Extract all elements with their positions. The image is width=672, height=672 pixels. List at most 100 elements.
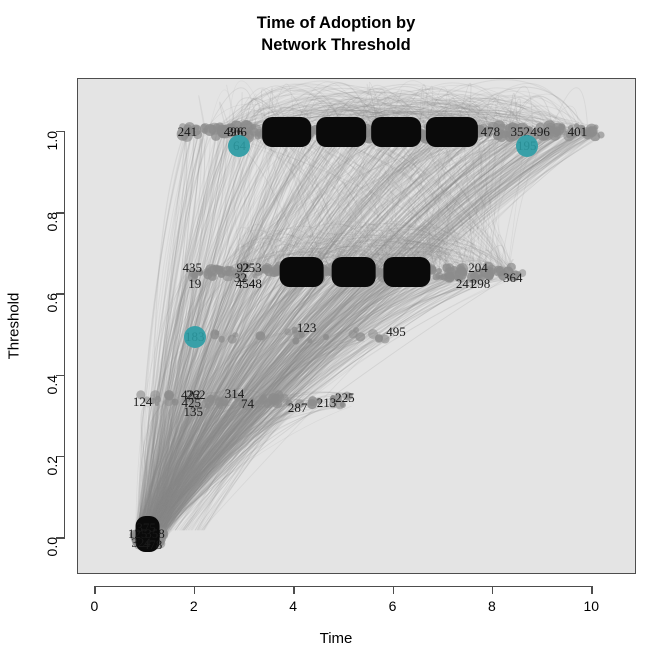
network-edge <box>151 134 593 547</box>
network-edge <box>144 276 234 544</box>
network-edge <box>152 129 225 546</box>
dense-label-cluster <box>279 257 324 288</box>
network-edge <box>157 135 359 532</box>
network-edge <box>159 271 351 537</box>
network-edge <box>157 277 315 536</box>
network-edge <box>151 128 589 541</box>
network-edge <box>141 275 367 543</box>
network-edge <box>142 126 350 544</box>
network-edge <box>136 271 418 534</box>
network-edge <box>152 124 368 534</box>
network-edge <box>135 138 203 539</box>
network-edge <box>147 130 340 537</box>
network-edge <box>136 402 209 535</box>
network-edge <box>151 273 366 545</box>
network-edge <box>146 124 504 538</box>
network-edge <box>156 272 474 545</box>
network-edge <box>152 135 347 536</box>
network-edge <box>154 132 340 537</box>
network-edge <box>145 136 462 535</box>
network-edge <box>158 135 438 538</box>
network-edge <box>142 129 388 534</box>
network-edge <box>147 126 563 535</box>
network-edge <box>154 135 329 532</box>
network-edge <box>155 265 193 533</box>
network-edge <box>135 340 232 543</box>
network-edge <box>148 137 413 537</box>
network-edge <box>136 137 396 541</box>
network-edge <box>138 264 258 546</box>
network-edge <box>156 267 286 536</box>
network-edge <box>137 131 227 532</box>
network-edge <box>154 130 581 541</box>
network-edge <box>138 128 573 539</box>
network-edge <box>134 135 491 541</box>
network-edge <box>149 403 191 538</box>
network-edge <box>159 277 421 533</box>
network-edge <box>153 278 351 540</box>
network-edge <box>150 274 430 546</box>
network-edge <box>149 277 334 535</box>
network-edge <box>135 269 195 537</box>
network-edge <box>138 127 436 540</box>
network-edge <box>154 277 394 540</box>
network-edge <box>156 134 442 533</box>
network-edge <box>139 127 562 541</box>
network-edge <box>137 272 322 538</box>
network-edge <box>149 398 185 537</box>
network-edge <box>152 392 225 537</box>
network-edge <box>145 129 238 545</box>
network-edge <box>135 267 304 535</box>
dense-label-cluster <box>383 257 431 288</box>
network-edge <box>135 272 359 542</box>
network-edge <box>140 138 211 537</box>
network-edge <box>145 340 336 534</box>
network-edge <box>140 269 471 539</box>
network-edge <box>149 129 226 536</box>
network-edge <box>140 132 444 541</box>
network-edge <box>394 79 586 130</box>
network-edge <box>151 267 517 543</box>
network-edge <box>139 274 409 542</box>
network-edge <box>144 125 558 536</box>
network-edge <box>366 83 383 136</box>
network-edge <box>147 267 296 534</box>
network-edge <box>140 135 500 533</box>
network-edge <box>149 269 459 546</box>
network-edge <box>140 406 242 534</box>
network-edge <box>139 132 537 546</box>
network-edge <box>155 276 335 544</box>
network-edge <box>159 137 597 535</box>
x-axis-tick <box>392 586 394 594</box>
network-edge <box>143 131 578 534</box>
network-edge <box>149 125 222 546</box>
network-edge <box>148 130 413 544</box>
network-edge <box>144 126 342 539</box>
network-edge <box>158 275 232 533</box>
network-edge <box>134 265 217 539</box>
network-edge <box>134 135 320 544</box>
network-edge <box>157 130 208 534</box>
dense-label-cluster <box>261 116 312 147</box>
network-edge <box>149 129 261 543</box>
network-edge <box>145 138 589 539</box>
network-edge <box>156 334 332 533</box>
network-edge <box>159 267 338 547</box>
network-edge <box>137 332 282 538</box>
network-edge <box>135 137 318 545</box>
network-edge <box>150 271 195 536</box>
network-edge <box>143 137 195 547</box>
network-edge <box>152 137 271 538</box>
network-edge <box>153 278 497 540</box>
network-edge <box>138 277 251 532</box>
network-edge <box>148 269 468 547</box>
network-edge <box>147 126 410 534</box>
network-edge <box>144 138 407 540</box>
network-edge <box>148 131 406 535</box>
network-edge <box>158 134 450 532</box>
network-edge <box>150 267 312 546</box>
network-edge <box>135 127 254 531</box>
network-edge <box>140 274 296 541</box>
network-edge <box>140 131 367 537</box>
network-edge <box>137 136 468 541</box>
